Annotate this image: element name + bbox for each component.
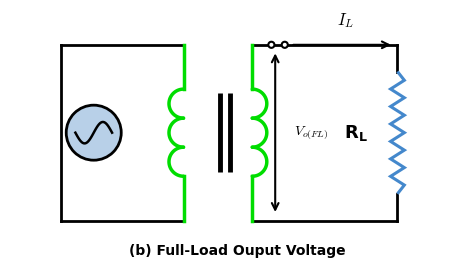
Text: $V_{o(FL)}$: $V_{o(FL)}$ [294, 124, 328, 141]
Text: (b) Full-Load Ouput Voltage: (b) Full-Load Ouput Voltage [128, 244, 346, 258]
Text: $I_L$: $I_L$ [337, 11, 354, 29]
Circle shape [282, 42, 288, 48]
Circle shape [268, 42, 274, 48]
Text: $\mathbf{R_L}$: $\mathbf{R_L}$ [344, 123, 367, 143]
Circle shape [66, 105, 121, 160]
